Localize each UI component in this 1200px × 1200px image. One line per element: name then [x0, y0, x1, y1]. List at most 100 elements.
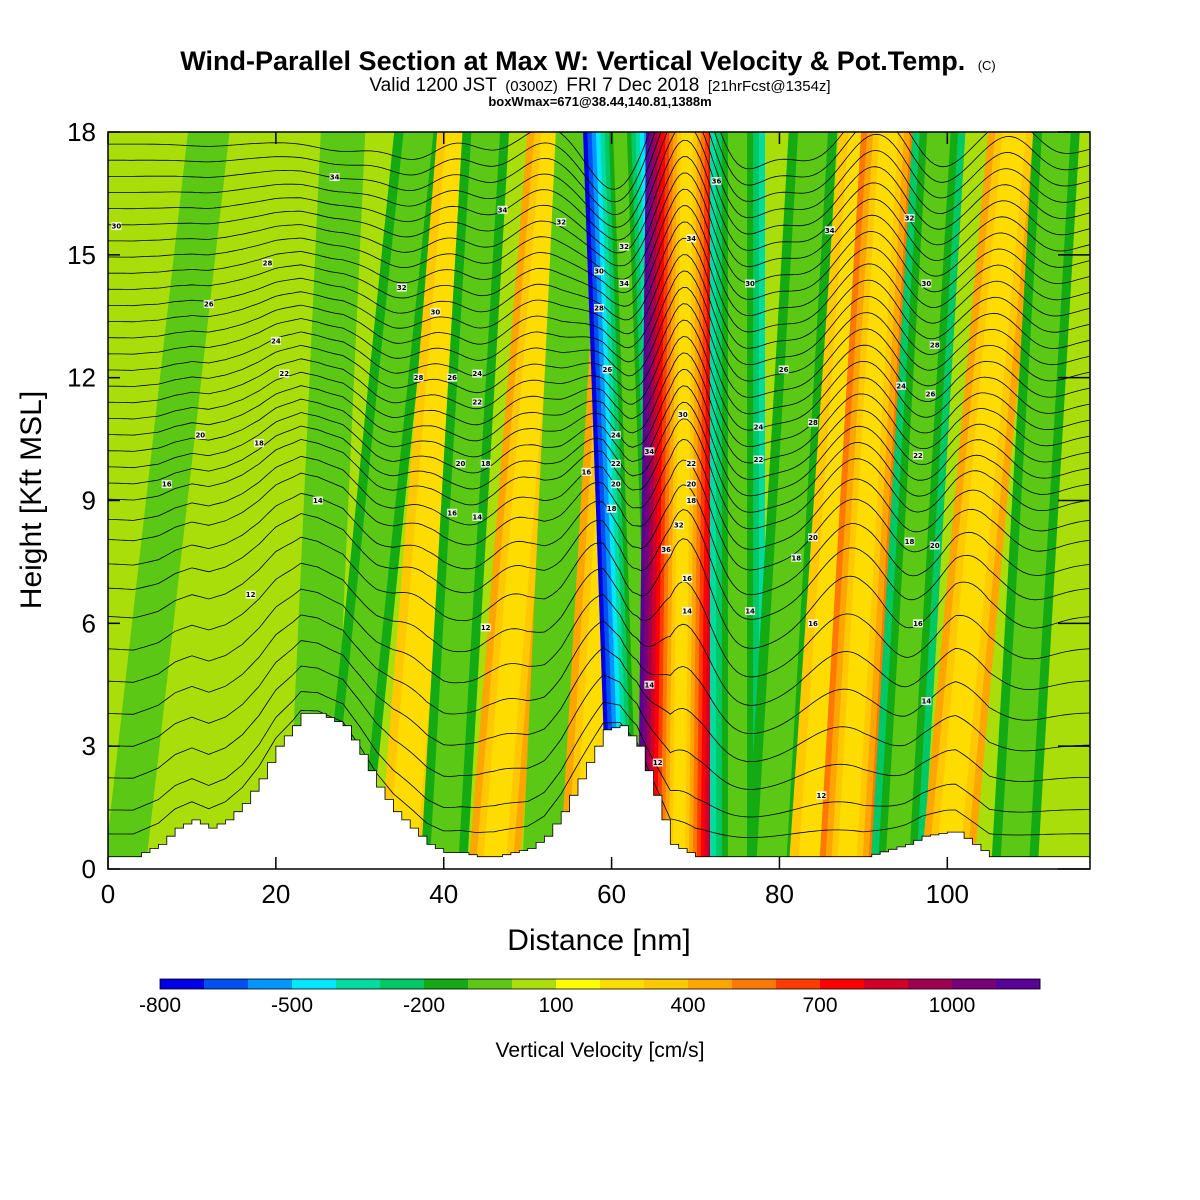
theta-label: 20	[929, 541, 940, 550]
y-axis-title: Height [Kft MSL]	[15, 391, 48, 609]
theta-label: 24	[472, 369, 483, 378]
theta-label: 16	[808, 619, 819, 628]
theta-contour	[108, 484, 1090, 596]
svg-text:22: 22	[913, 452, 923, 460]
theta-label: 18	[904, 537, 915, 546]
theta-label: 30	[677, 410, 688, 419]
velocity-band-level	[672, 132, 694, 869]
theta-label: 18	[480, 459, 491, 468]
colorbar-label: -200	[403, 994, 445, 1017]
svg-text:30: 30	[594, 268, 604, 276]
svg-text:18: 18	[607, 505, 617, 513]
svg-text:14: 14	[921, 698, 931, 706]
theta-label: 18	[606, 504, 617, 513]
theta-label: 28	[594, 304, 604, 313]
svg-text:26: 26	[926, 391, 936, 399]
svg-text:28: 28	[594, 305, 604, 313]
svg-text:14: 14	[313, 497, 323, 505]
theta-contour	[108, 562, 1090, 678]
theta-label: 30	[594, 267, 604, 276]
svg-text:36: 36	[712, 178, 722, 186]
svg-text:24: 24	[896, 382, 906, 390]
theta-label: 22	[279, 369, 290, 378]
svg-text:28: 28	[414, 374, 424, 382]
theta-label: 18	[254, 439, 265, 448]
svg-text:34: 34	[330, 174, 340, 182]
colorbar-frame	[159, 978, 1041, 990]
svg-text:34: 34	[498, 206, 508, 214]
svg-text:14: 14	[682, 608, 692, 616]
theta-label: 30	[745, 279, 756, 288]
theta-contour	[108, 385, 1090, 497]
svg-text:32: 32	[905, 214, 915, 222]
colorbar-swatch	[600, 979, 645, 989]
svg-text:18: 18	[481, 460, 491, 468]
svg-text:28: 28	[808, 419, 818, 427]
svg-text:30: 30	[745, 280, 755, 288]
theta-label: 20	[808, 533, 819, 542]
theta-contour	[108, 132, 1090, 190]
svg-text:18: 18	[254, 440, 264, 448]
x-tick-label: 0	[101, 879, 115, 909]
velocity-band-level	[429, 132, 501, 869]
theta-label: 22	[753, 455, 764, 464]
theta-contour	[108, 588, 1090, 706]
theta-label: 12	[480, 623, 491, 632]
x-tick-label: 100	[926, 879, 969, 909]
theta-contour	[108, 319, 1090, 431]
theta-contour	[108, 237, 1090, 349]
theta-label: 28	[262, 259, 273, 268]
svg-text:20: 20	[611, 481, 621, 489]
svg-text:24: 24	[271, 337, 281, 345]
svg-text:22: 22	[472, 399, 482, 407]
svg-text:20: 20	[195, 431, 205, 439]
colorbar-label: 1000	[929, 994, 976, 1017]
plot-area: 30 28 26 24 22 20 18 16 14 12 34 32 30 28 26 24 22 20 18 16…	[108, 132, 1090, 869]
svg-text:22: 22	[754, 456, 764, 464]
colorbar-swatch	[820, 979, 865, 989]
theta-label: 32	[556, 218, 567, 227]
theta-contour	[108, 418, 1090, 530]
velocity-band-level	[837, 132, 899, 869]
theta-label: 22	[472, 398, 483, 407]
theta-label: 24	[896, 381, 907, 390]
theta-label: 18	[686, 496, 697, 505]
theta-label: 24	[270, 336, 281, 345]
theta-contour	[108, 401, 1090, 513]
theta-contour	[108, 438, 1090, 550]
svg-text:16: 16	[162, 481, 172, 489]
theta-label: 16	[682, 574, 693, 583]
theta-label: 18	[791, 553, 802, 562]
theta-label: 20	[195, 430, 206, 439]
theta-contour	[108, 221, 1090, 333]
y-tick-label: 6	[82, 608, 96, 638]
velocity-band	[709, 132, 765, 869]
velocity-band	[287, 132, 366, 869]
theta-contour	[108, 640, 1090, 763]
y-tick-label: 9	[82, 486, 96, 516]
velocity-band-level	[1000, 132, 1071, 869]
theta-label: 22	[686, 459, 697, 468]
svg-text:32: 32	[556, 219, 566, 227]
theta-label: 12	[245, 590, 256, 599]
theta-contour	[108, 336, 1090, 448]
theta-label: 36	[711, 177, 722, 186]
svg-text:18: 18	[905, 538, 915, 546]
svg-text:30: 30	[112, 223, 122, 231]
theta-label: 14	[921, 697, 932, 706]
theta-label: 20	[455, 459, 466, 468]
theta-contour	[108, 205, 1090, 317]
theta-contour	[108, 368, 1090, 480]
x-axis-title: Distance [nm]	[507, 924, 690, 957]
colorbar-label: 100	[538, 994, 573, 1017]
svg-text:28: 28	[263, 260, 273, 268]
colorbar-swatch	[204, 979, 249, 989]
theta-label: 26	[447, 373, 458, 382]
theta-label: 14	[472, 512, 483, 521]
theta-contour	[108, 691, 1090, 818]
theta-label: 32	[396, 283, 407, 292]
colorbar-swatch	[248, 979, 293, 989]
theta-label: 22	[912, 451, 923, 460]
svg-text:32: 32	[674, 522, 684, 530]
colorbar-swatch	[688, 979, 733, 989]
